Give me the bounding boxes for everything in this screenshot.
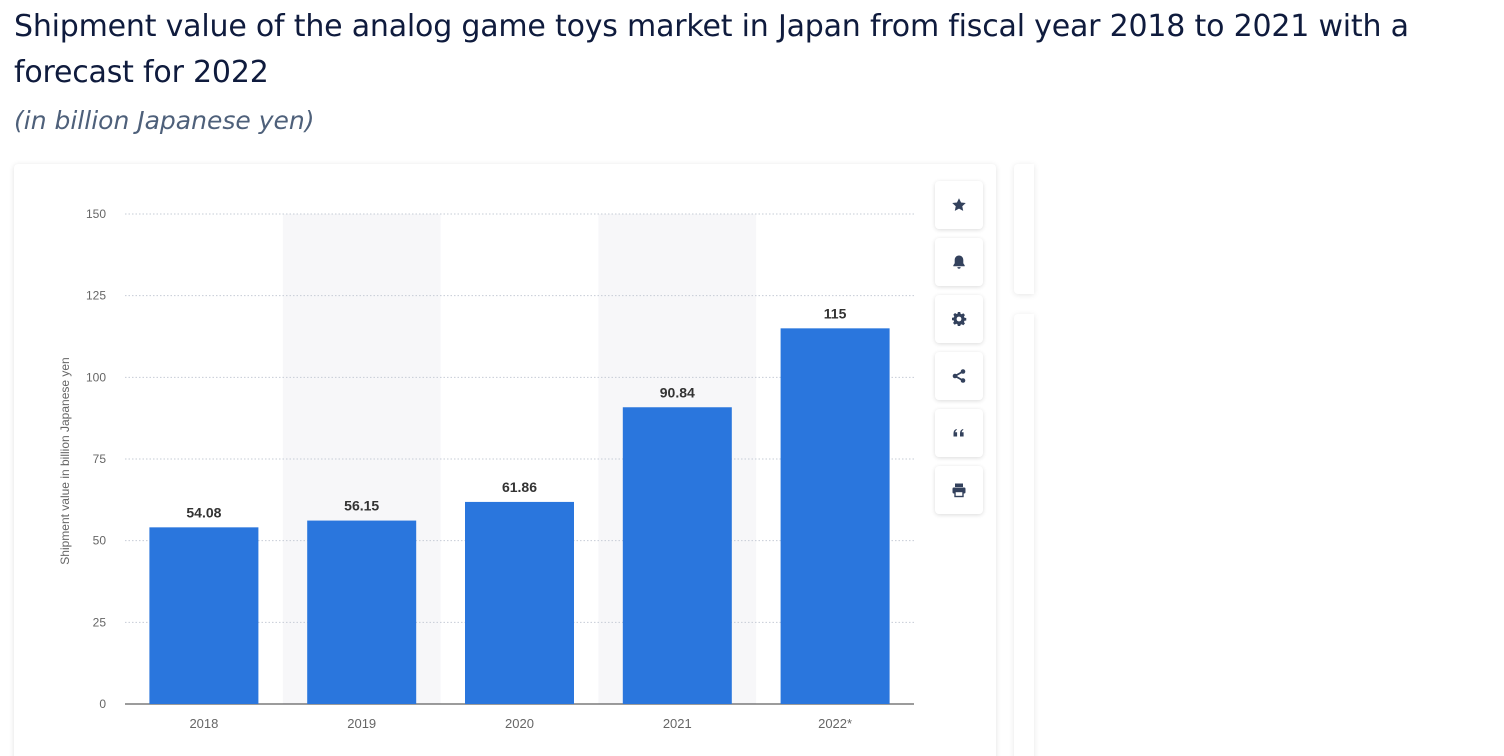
cite-button[interactable] <box>935 409 983 457</box>
data-label: 90.84 <box>660 384 695 400</box>
x-tick-label: 2018 <box>189 716 218 731</box>
side-panel-bottom <box>1014 314 1034 756</box>
settings-button[interactable] <box>935 295 983 343</box>
y-tick-label: 50 <box>93 534 107 548</box>
star-icon <box>952 198 966 211</box>
print-icon <box>952 483 966 498</box>
bar-2019 <box>307 520 417 704</box>
quote-icon <box>953 429 964 437</box>
page-title: Shipment value of the analog game toys m… <box>14 9 1409 90</box>
x-tick-label: 2020 <box>505 716 534 731</box>
bar-2022* <box>780 328 890 704</box>
page-subtitle: (in billion Japanese yen) <box>14 106 315 135</box>
notification-button[interactable] <box>935 238 983 286</box>
bar-2021 <box>622 407 732 704</box>
bar-2018 <box>149 527 259 704</box>
y-tick-label: 25 <box>93 615 107 629</box>
share-button[interactable] <box>935 352 983 400</box>
x-tick-label: 2022* <box>818 716 852 731</box>
chart-toolbar <box>935 181 983 523</box>
y-tick-label: 150 <box>86 207 106 221</box>
y-tick-label: 75 <box>93 452 107 466</box>
x-tick-label: 2019 <box>347 716 376 731</box>
bar-2020 <box>465 501 574 704</box>
data-label: 56.15 <box>344 498 379 514</box>
y-tick-label: 0 <box>99 697 106 711</box>
side-panel-top <box>1014 164 1034 294</box>
share-icon <box>952 369 966 383</box>
y-tick-label: 100 <box>86 370 106 384</box>
gear-icon <box>952 312 967 326</box>
y-tick-label: 125 <box>86 289 106 303</box>
print-button[interactable] <box>935 466 983 514</box>
bell-icon <box>953 255 965 269</box>
data-label: 61.86 <box>502 479 537 495</box>
x-tick-label: 2021 <box>663 716 692 731</box>
favorite-button[interactable] <box>935 181 983 229</box>
data-label: 115 <box>824 305 847 321</box>
data-label: 54.08 <box>186 504 221 520</box>
y-axis-title: Shipment value in billion Japanese yen <box>58 357 72 564</box>
